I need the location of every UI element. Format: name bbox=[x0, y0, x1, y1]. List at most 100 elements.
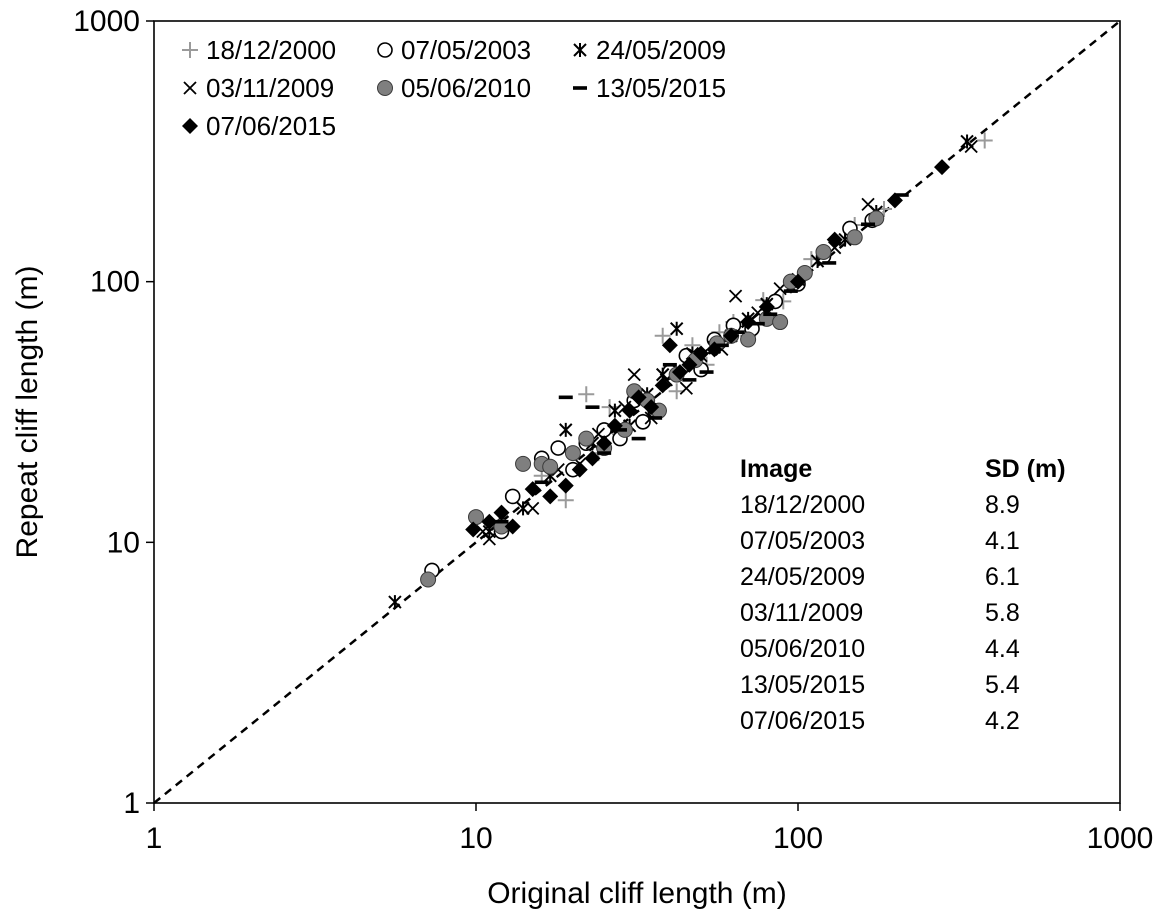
data-point bbox=[861, 222, 876, 227]
data-point bbox=[465, 521, 482, 538]
data-point bbox=[682, 378, 697, 382]
table-image-date: 07/05/2003 bbox=[740, 527, 865, 555]
data-point bbox=[596, 435, 613, 452]
data-point bbox=[933, 159, 950, 176]
data-point bbox=[815, 243, 832, 260]
legend-marker bbox=[573, 86, 587, 90]
data-point bbox=[846, 229, 863, 246]
table-image-date: 05/06/2010 bbox=[740, 635, 865, 663]
data-point bbox=[822, 261, 837, 265]
table-image-date: 07/06/2015 bbox=[740, 707, 865, 735]
series-07/06/2015 bbox=[465, 159, 950, 538]
data-point bbox=[728, 289, 743, 303]
data-point bbox=[772, 314, 789, 331]
legend-marker bbox=[183, 81, 197, 95]
data-point bbox=[964, 139, 978, 154]
data-point bbox=[631, 436, 646, 441]
x-tick-label: 100 bbox=[773, 822, 823, 855]
data-point bbox=[388, 595, 402, 610]
data-point bbox=[648, 416, 663, 420]
x-tick-label: 1 bbox=[146, 822, 163, 855]
y-axis-title: Repeat cliff length (m) bbox=[11, 266, 44, 559]
legend-item: 24/05/2009 bbox=[573, 35, 726, 65]
legend-item: 07/05/2003 bbox=[377, 35, 531, 65]
table-image-date: 18/12/2000 bbox=[740, 491, 865, 519]
data-point bbox=[661, 337, 678, 354]
data-point bbox=[668, 383, 685, 400]
x-tick-labels: 1 10 100 1000 bbox=[146, 822, 1154, 855]
data-point bbox=[627, 367, 641, 382]
data-point bbox=[584, 450, 601, 467]
data-point bbox=[635, 414, 651, 430]
y-tick-label: 1000 bbox=[73, 5, 140, 38]
data-point bbox=[643, 399, 660, 416]
data-point bbox=[621, 402, 638, 419]
table-header: Image bbox=[740, 455, 812, 483]
data-point bbox=[868, 210, 885, 227]
table-image-date: 03/11/2009 bbox=[740, 599, 863, 627]
data-point bbox=[559, 422, 573, 437]
data-point bbox=[557, 477, 574, 494]
data-point bbox=[550, 440, 566, 456]
data-point bbox=[730, 330, 745, 334]
data-point bbox=[571, 461, 588, 478]
legend-item: 03/11/2009 bbox=[183, 73, 334, 103]
x-tick-label: 1000 bbox=[1087, 822, 1154, 855]
table-image-date: 13/05/2015 bbox=[740, 671, 865, 699]
legend-label: 07/06/2015 bbox=[206, 111, 336, 141]
data-point bbox=[494, 519, 509, 524]
data-point bbox=[481, 513, 498, 530]
data-point bbox=[558, 395, 573, 400]
data-point bbox=[493, 504, 510, 521]
data-point bbox=[654, 327, 671, 344]
data-point bbox=[585, 405, 600, 409]
data-point bbox=[606, 417, 623, 434]
legend-marker bbox=[182, 42, 198, 58]
table-header: SD (m) bbox=[985, 455, 1066, 483]
y-tick-label: 10 bbox=[107, 526, 140, 559]
data-point bbox=[542, 488, 559, 505]
table-sd-value: 6.1 bbox=[985, 563, 1020, 591]
table-sd-value: 5.8 bbox=[985, 599, 1020, 627]
data-point bbox=[894, 193, 909, 197]
table-sd-value: 8.9 bbox=[985, 491, 1020, 519]
data-point bbox=[654, 377, 671, 394]
data-point bbox=[976, 132, 993, 149]
data-point bbox=[608, 403, 622, 418]
y-tick-label: 100 bbox=[90, 266, 140, 299]
legend-marker bbox=[377, 42, 393, 58]
data-point bbox=[826, 231, 843, 248]
data-point bbox=[515, 455, 532, 472]
data-point bbox=[534, 480, 549, 485]
data-point bbox=[723, 327, 740, 344]
legend-label: 05/06/2010 bbox=[401, 73, 531, 103]
legend-marker bbox=[377, 80, 393, 96]
data-point bbox=[671, 364, 688, 381]
data-point bbox=[557, 492, 574, 509]
data-point bbox=[699, 370, 714, 374]
table-sd-value: 5.4 bbox=[985, 671, 1020, 699]
data-point bbox=[679, 381, 693, 395]
legend-marker bbox=[182, 118, 198, 134]
x-tick-label: 10 bbox=[459, 822, 492, 855]
data-point bbox=[861, 197, 875, 211]
data-point bbox=[564, 445, 581, 462]
data-point bbox=[612, 428, 627, 432]
table-sd-value: 4.2 bbox=[985, 707, 1020, 735]
tick-marks bbox=[146, 20, 1121, 811]
legend-item: 13/05/2015 bbox=[573, 73, 726, 103]
data-point bbox=[578, 386, 595, 403]
legend-label: 03/11/2009 bbox=[206, 73, 334, 103]
legend-item: 18/12/2000 bbox=[182, 35, 336, 65]
legend-marker bbox=[573, 43, 587, 57]
data-point bbox=[740, 314, 757, 331]
data-point bbox=[504, 518, 521, 535]
data-point bbox=[482, 532, 496, 546]
y-tick-labels: 1 10 100 1000 bbox=[73, 5, 140, 820]
x-axis-title: Original cliff length (m) bbox=[487, 877, 787, 910]
data-point bbox=[758, 298, 775, 315]
data-point bbox=[542, 458, 559, 475]
y-tick-label: 1 bbox=[123, 787, 140, 820]
data-points bbox=[388, 132, 993, 610]
